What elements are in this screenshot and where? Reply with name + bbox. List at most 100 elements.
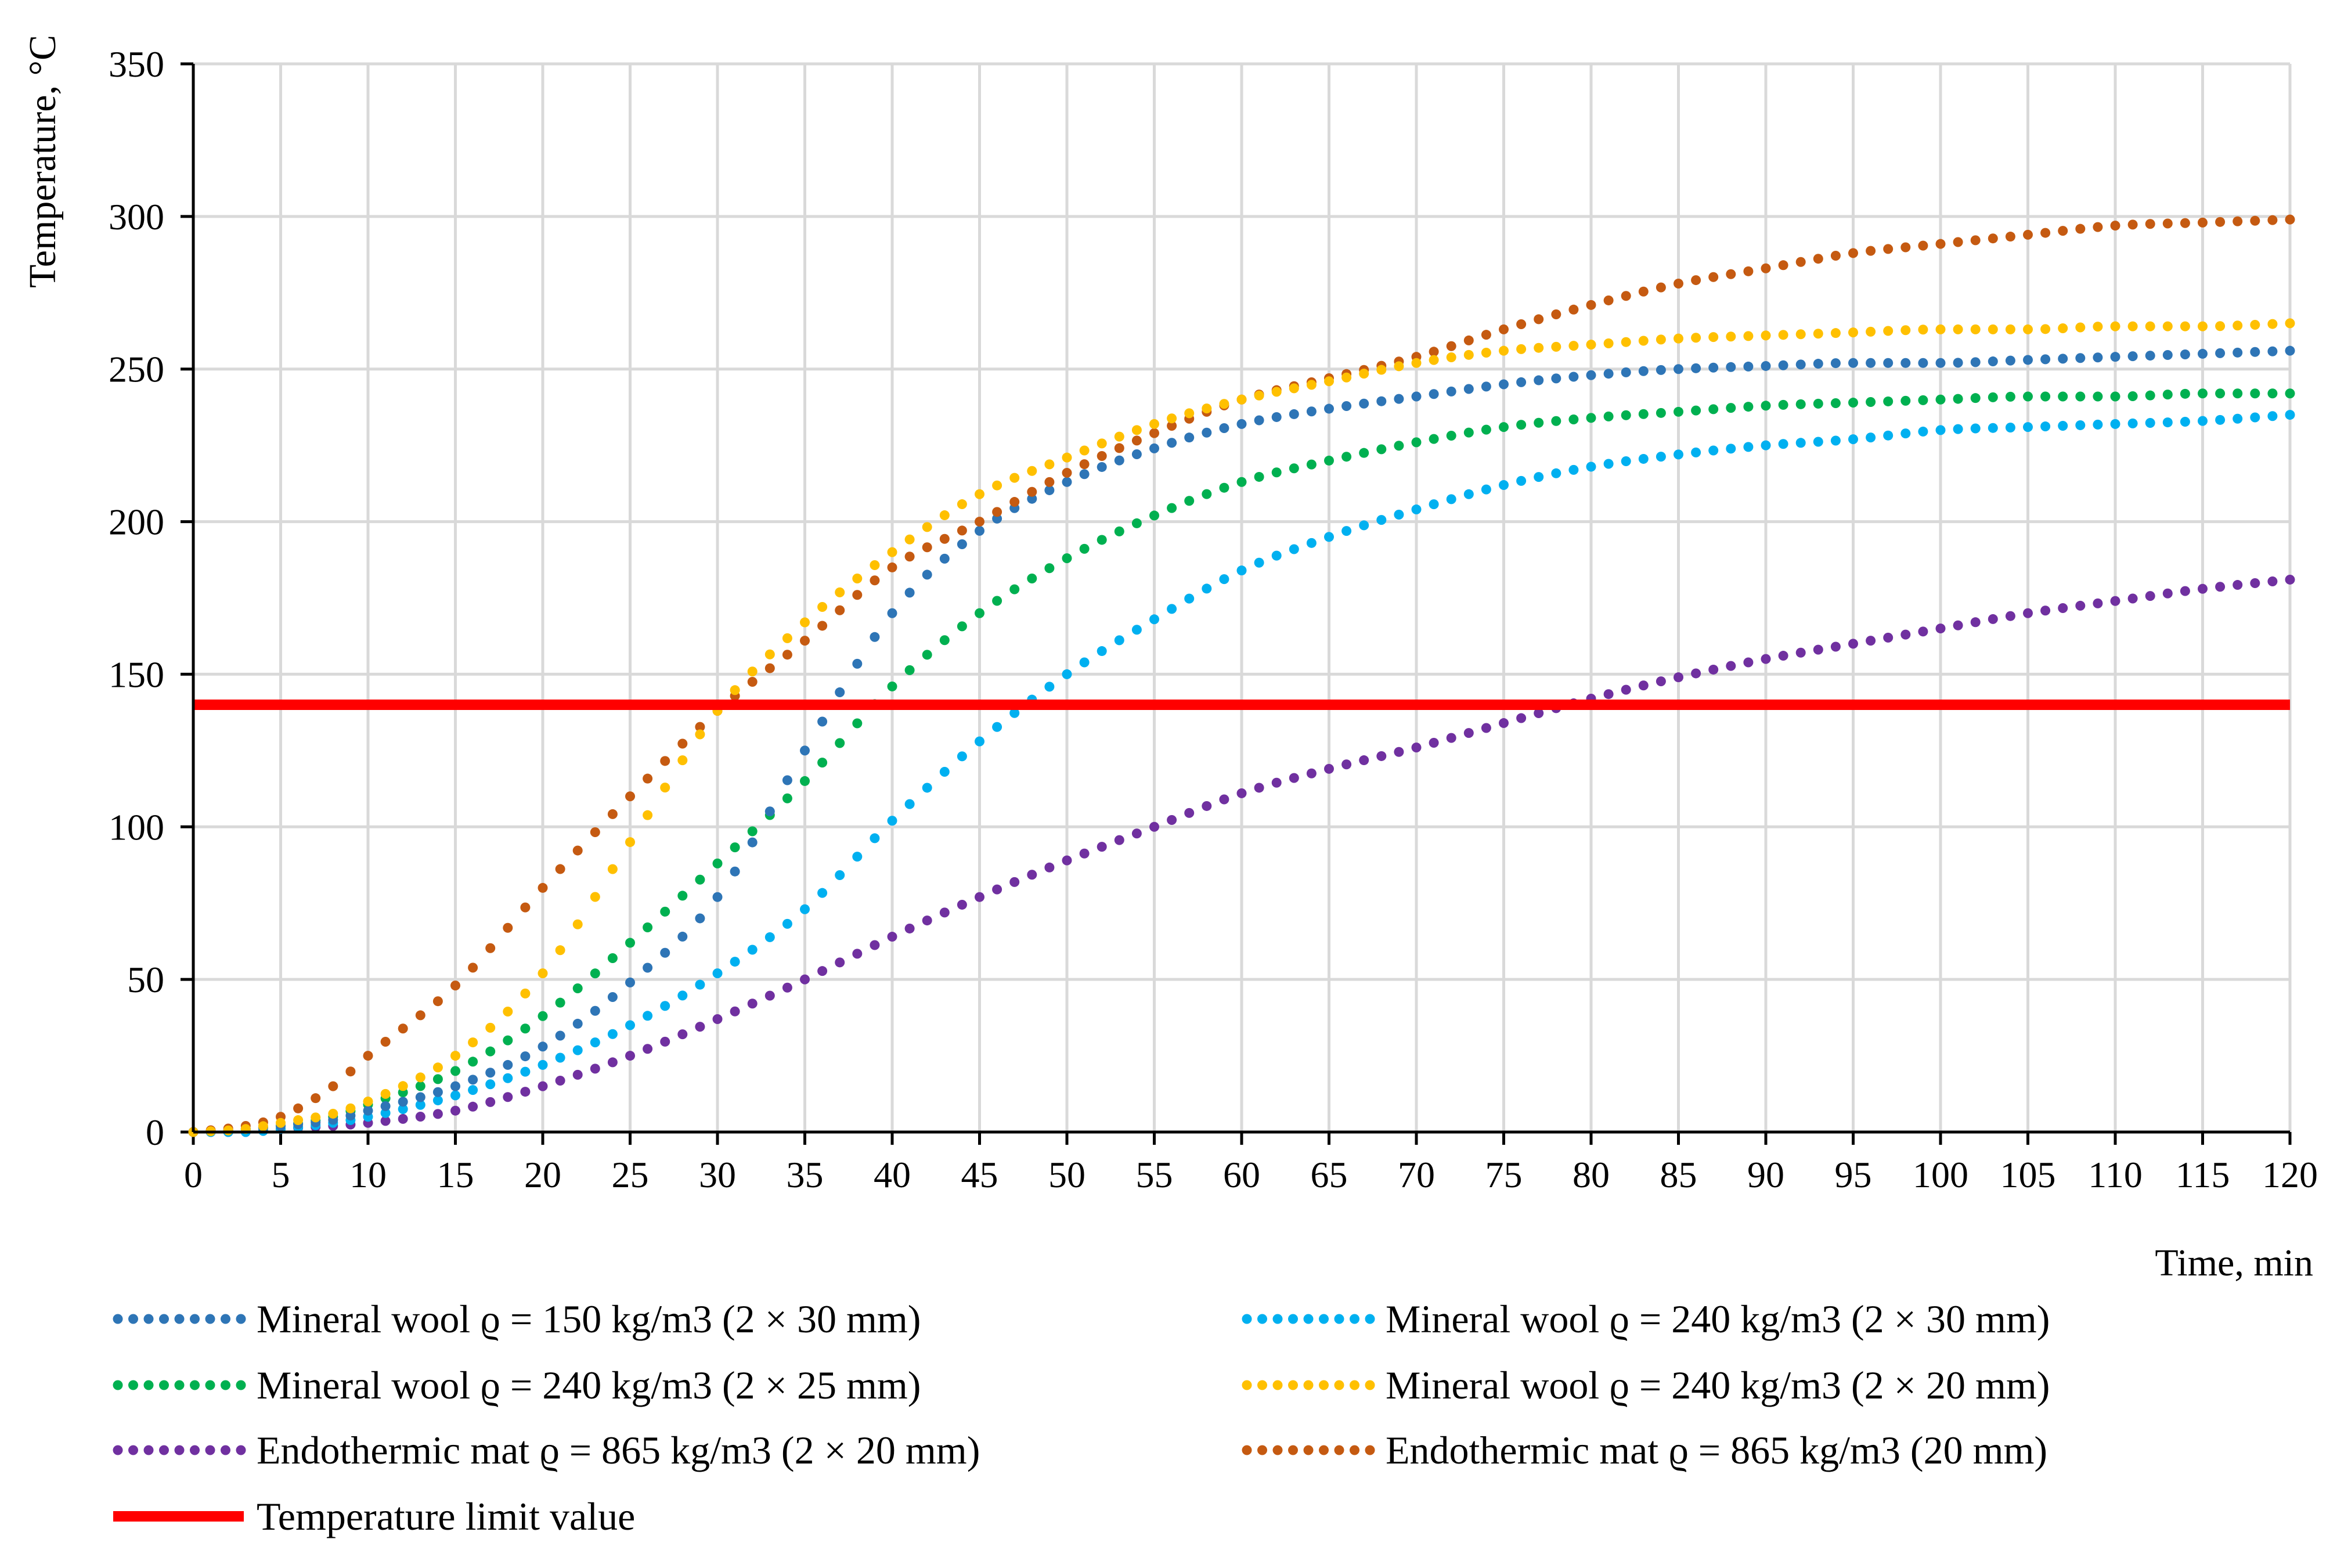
data-point bbox=[1726, 269, 1736, 279]
data-point bbox=[1674, 279, 1683, 289]
legend-item: Mineral wool ϱ = 240 kg/m3 (2 × 30 mm) bbox=[1242, 1297, 2050, 1341]
legend-dot bbox=[1365, 1380, 1375, 1390]
data-point bbox=[1499, 345, 1509, 356]
data-point bbox=[1778, 330, 1788, 340]
data-point bbox=[1795, 329, 1806, 340]
data-point bbox=[607, 809, 618, 819]
data-point bbox=[1534, 375, 1544, 385]
data-point bbox=[1499, 718, 1509, 729]
data-point bbox=[1603, 689, 1614, 700]
legend-dot bbox=[1319, 1380, 1329, 1390]
data-point bbox=[835, 738, 845, 748]
legend-dot bbox=[1272, 1445, 1283, 1455]
data-point bbox=[485, 1097, 496, 1107]
x-tick-label: 25 bbox=[612, 1154, 649, 1195]
data-point bbox=[1131, 435, 1142, 446]
data-point bbox=[398, 1113, 408, 1124]
data-point bbox=[1813, 254, 1823, 264]
data-point bbox=[1429, 355, 1439, 365]
data-point bbox=[1306, 406, 1317, 417]
data-point bbox=[1149, 443, 1159, 453]
data-point bbox=[922, 783, 932, 793]
data-point bbox=[643, 773, 653, 784]
data-point bbox=[2093, 391, 2103, 402]
data-point bbox=[975, 736, 984, 747]
data-point bbox=[1988, 324, 1998, 334]
data-point bbox=[695, 729, 705, 740]
data-point bbox=[1603, 411, 1614, 421]
data-point bbox=[1254, 471, 1264, 482]
data-point bbox=[1481, 330, 1491, 340]
data-point bbox=[2162, 350, 2173, 361]
data-point bbox=[660, 906, 670, 917]
data-point bbox=[1394, 747, 1404, 757]
data-point bbox=[1691, 275, 1701, 286]
x-tick-label: 110 bbox=[2088, 1154, 2143, 1195]
data-point bbox=[625, 837, 635, 848]
data-point bbox=[2093, 352, 2103, 363]
data-point bbox=[1289, 409, 1299, 419]
data-point bbox=[1044, 682, 1055, 692]
data-point bbox=[695, 874, 705, 885]
data-point bbox=[432, 1062, 443, 1073]
data-point bbox=[1568, 341, 1579, 351]
data-point bbox=[1359, 448, 1369, 458]
data-point bbox=[2127, 351, 2138, 362]
data-point bbox=[1970, 617, 1981, 628]
data-point bbox=[311, 1112, 321, 1123]
data-point bbox=[1621, 456, 1631, 467]
data-point bbox=[1429, 434, 1439, 444]
data-point bbox=[2075, 391, 2086, 402]
legend-dot bbox=[1334, 1314, 1344, 1324]
data-point bbox=[1953, 620, 1963, 630]
data-point bbox=[1202, 489, 1212, 499]
data-point bbox=[2110, 419, 2120, 429]
data-point bbox=[1568, 372, 1579, 382]
data-point bbox=[572, 1069, 583, 1080]
data-point bbox=[1044, 485, 1055, 495]
data-point bbox=[730, 1006, 740, 1017]
data-point bbox=[1481, 424, 1491, 435]
data-point bbox=[2110, 221, 2120, 231]
data-point bbox=[817, 716, 828, 727]
data-point bbox=[555, 1075, 565, 1086]
data-point bbox=[1062, 553, 1072, 564]
data-point bbox=[345, 1103, 356, 1113]
data-point bbox=[1062, 477, 1072, 487]
data-point bbox=[992, 596, 1002, 606]
legend-dot bbox=[1334, 1380, 1344, 1390]
data-point bbox=[1866, 358, 1876, 368]
data-point bbox=[1271, 467, 1282, 478]
data-point bbox=[2145, 417, 2155, 428]
data-point bbox=[555, 1052, 565, 1063]
data-point bbox=[1236, 419, 1247, 429]
data-point bbox=[468, 1037, 478, 1048]
data-point bbox=[1586, 370, 1596, 380]
data-point bbox=[1079, 445, 1090, 456]
data-point bbox=[1848, 358, 1858, 368]
data-point bbox=[1429, 347, 1439, 357]
data-point bbox=[2285, 388, 2295, 399]
data-point bbox=[1324, 455, 1334, 466]
data-point bbox=[1674, 364, 1683, 374]
y-tick-label: 350 bbox=[109, 44, 164, 85]
data-point bbox=[1079, 543, 1090, 554]
data-point bbox=[1708, 332, 1719, 343]
data-point bbox=[992, 884, 1002, 895]
legend-dot bbox=[1257, 1380, 1267, 1390]
data-point bbox=[1900, 428, 1911, 439]
data-point bbox=[660, 783, 670, 793]
legend-dot bbox=[159, 1445, 169, 1455]
data-point bbox=[1830, 358, 1841, 369]
data-point bbox=[817, 888, 828, 898]
data-point bbox=[1970, 235, 1981, 246]
data-point bbox=[1097, 438, 1107, 449]
data-point bbox=[1394, 361, 1404, 372]
data-point bbox=[590, 1037, 600, 1048]
data-point bbox=[992, 507, 1002, 517]
data-point bbox=[450, 1066, 460, 1076]
data-point bbox=[2250, 412, 2260, 423]
data-point bbox=[817, 966, 828, 976]
data-point bbox=[904, 923, 915, 933]
data-point bbox=[2093, 322, 2103, 332]
